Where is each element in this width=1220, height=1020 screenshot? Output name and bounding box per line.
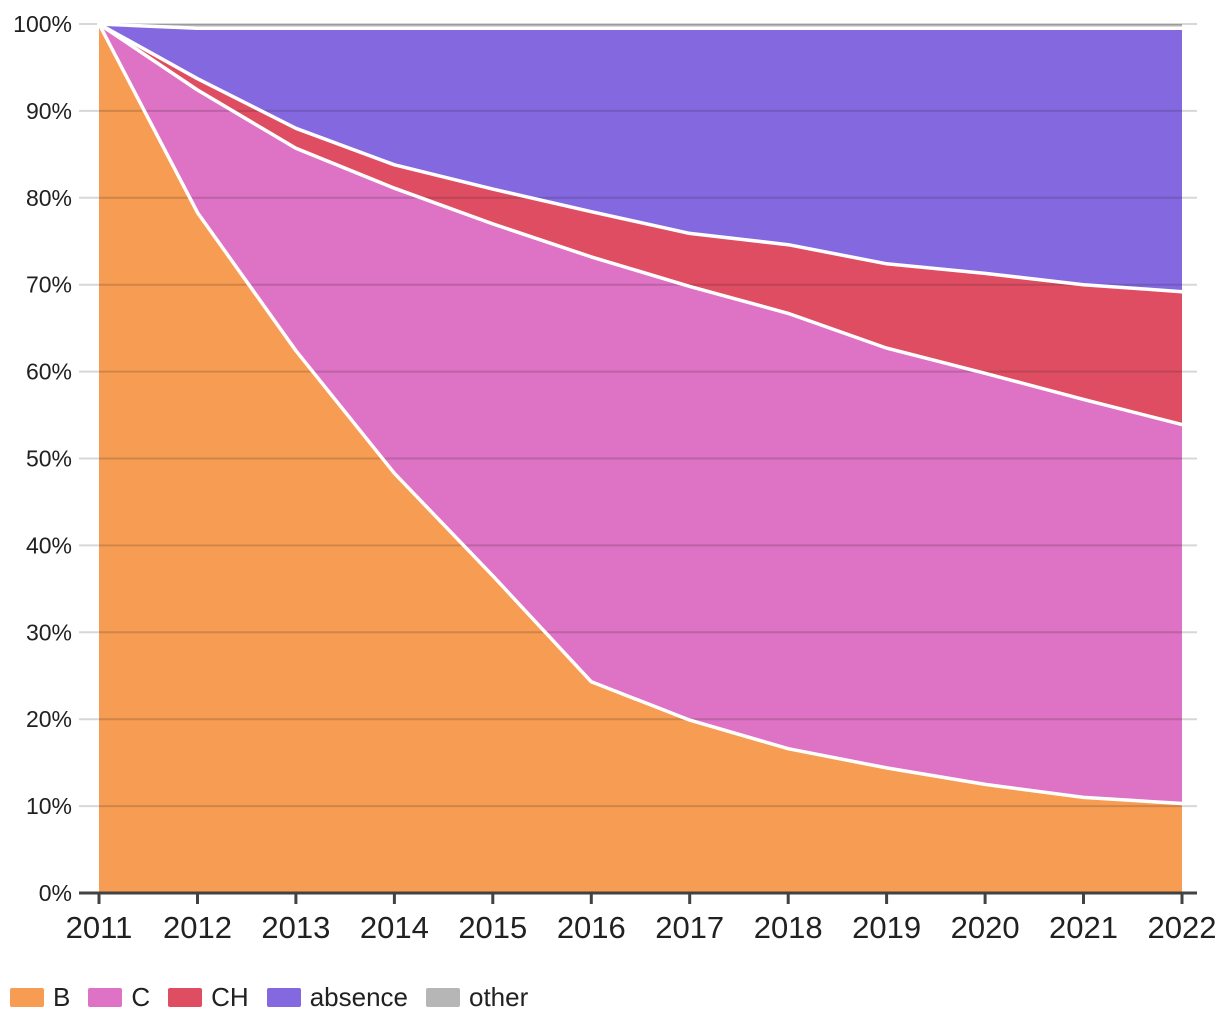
chart-legend: B C CH absence other <box>10 984 546 1010</box>
y-axis-label-0%: 0% <box>39 880 72 906</box>
y-axis-label-20%: 20% <box>26 706 72 732</box>
stacked-area-chart: 0% 10% 20% 30% 40% 50% 60% 70% 80% 90% 100% 2011 201… <box>13 11 1217 945</box>
legend-item-absence[interactable]: absence <box>266 982 408 1012</box>
x-axis-label-2012: 2012 <box>163 910 232 945</box>
x-axis-label-2011: 2011 <box>66 910 133 945</box>
legend-label-CH: CH <box>211 982 249 1012</box>
legend-item-B[interactable]: B <box>10 984 70 1010</box>
y-axis-label-40%: 40% <box>26 532 72 558</box>
x-axis-label-2016: 2016 <box>557 910 626 945</box>
area-B <box>99 24 1182 893</box>
legend-item-other[interactable]: other <box>426 984 528 1010</box>
legend-label-other: other <box>469 982 529 1012</box>
x-axis-label-2013: 2013 <box>261 910 330 945</box>
y-axis-label-10%: 10% <box>26 793 72 819</box>
separator-above-absence <box>97 22 1184 31</box>
area-absence <box>99 24 1182 292</box>
legend-swatch-B <box>10 987 44 1007</box>
legend-swatch-other <box>426 987 460 1007</box>
legend-label-absence: absence <box>309 982 408 1012</box>
legend-item-CH[interactable]: CH <box>168 984 249 1010</box>
x-axis-label-2021: 2021 <box>1049 910 1118 945</box>
x-axis-label-2019: 2019 <box>852 910 921 945</box>
y-axis-label-80%: 80% <box>26 185 72 211</box>
y-axis-label-60%: 60% <box>26 359 72 385</box>
y-axis-label-30%: 30% <box>26 619 72 645</box>
y-axis-label-90%: 90% <box>26 98 72 124</box>
legend-label-C: C <box>131 982 151 1012</box>
x-axis-label-2015: 2015 <box>458 910 527 945</box>
legend-swatch-absence <box>266 987 301 1007</box>
x-axis-label-2020: 2020 <box>951 910 1020 945</box>
legend-swatch-CH <box>168 987 203 1007</box>
x-axis-label-2017: 2017 <box>655 910 724 945</box>
separator-above-B <box>97 22 1184 806</box>
x-axis-label-2014: 2014 <box>360 910 429 945</box>
separator-above-CH <box>97 22 1184 294</box>
y-axis-label-50%: 50% <box>26 446 72 472</box>
legend-swatch-C <box>88 987 123 1007</box>
x-axis-label-2022: 2022 <box>1148 910 1217 945</box>
area-C <box>99 24 1182 804</box>
separator-above-C <box>97 22 1184 427</box>
legend-label-B: B <box>53 982 71 1012</box>
y-axis-label-100%: 100% <box>13 11 72 37</box>
y-axis-label-70%: 70% <box>26 272 72 298</box>
legend-item-C[interactable]: C <box>88 984 150 1010</box>
x-axis-label-2018: 2018 <box>754 910 823 945</box>
